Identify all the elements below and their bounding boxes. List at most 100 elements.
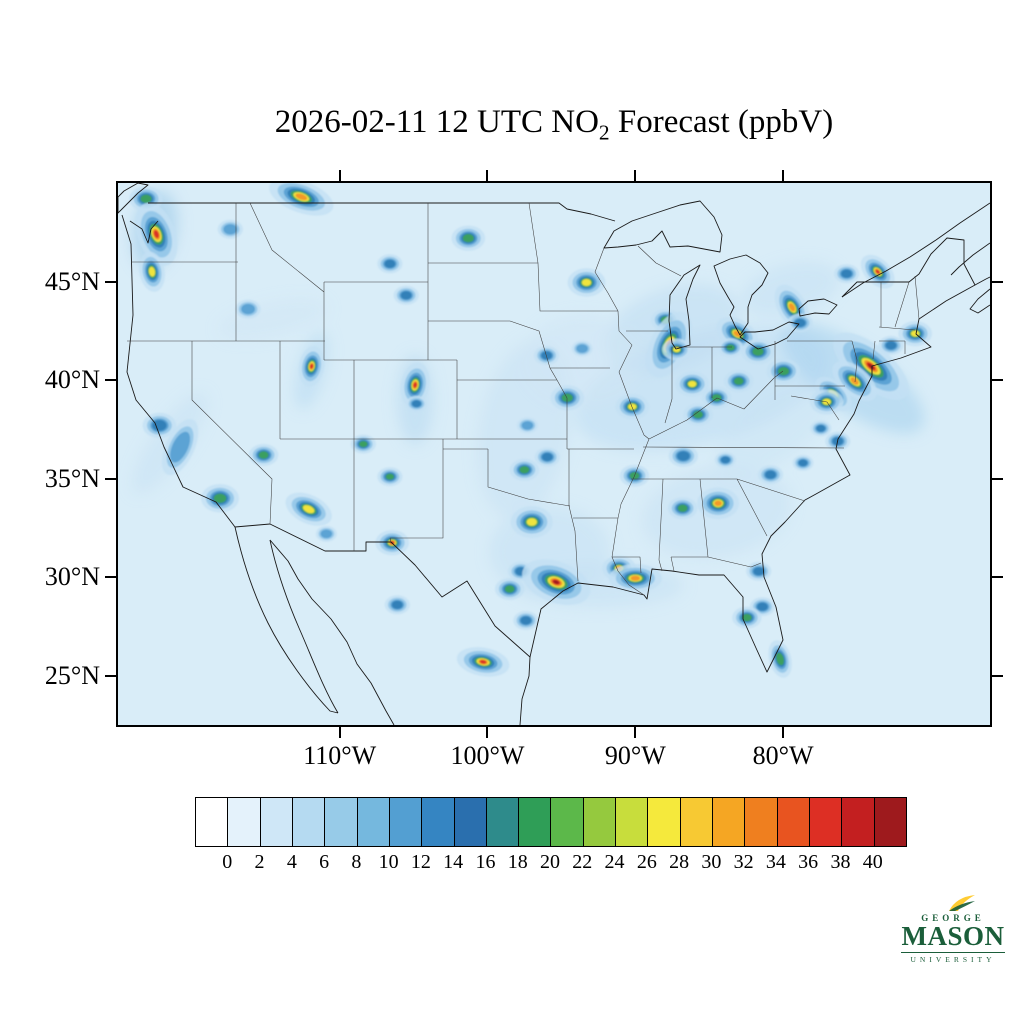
gmu-leaf-icon (949, 895, 975, 911)
axis-tick (105, 576, 117, 579)
axis-tick (991, 280, 1003, 283)
lat-tick-label: 40°N (44, 365, 100, 395)
coastline-path (121, 214, 976, 673)
colorbar-tick-label: 40 (862, 851, 883, 873)
lon-tick-label: 110°W (303, 741, 377, 770)
no2-hotspot (885, 341, 897, 350)
title-suffix: Forecast (ppbV) (609, 104, 834, 140)
axis-tick (105, 477, 117, 480)
no2-hotspot (520, 616, 532, 625)
lat-tick-label: 45°N (44, 266, 100, 296)
colorbar-tick-label: 14 (443, 851, 464, 873)
lake-ontario-path (798, 298, 838, 317)
axis-tick (338, 726, 341, 738)
no2-hotspot (391, 600, 403, 609)
lat-tick-label: 35°N (44, 463, 100, 493)
no2-hotspot (258, 451, 269, 459)
colorbar-cell (842, 798, 875, 846)
no2-hotspot (295, 193, 308, 201)
lake-erie-path (739, 321, 800, 350)
axis-tick (486, 170, 489, 182)
vancouver-island-path (118, 183, 159, 244)
colorbar-cell (874, 798, 906, 846)
lat-tick-label: 30°N (44, 562, 100, 592)
colorbar-tick-label: 36 (798, 851, 819, 873)
no2-hotspot (841, 269, 852, 278)
axis-tick (782, 726, 785, 738)
lake-michigan-path (668, 264, 701, 350)
no2-hotspot (714, 500, 722, 507)
colorbar-tick-label: 6 (319, 851, 330, 873)
maritimes-coast-path (950, 242, 990, 314)
no2-hotspot (711, 394, 722, 402)
no2-forecast-map (118, 183, 990, 725)
no2-hotspot (302, 505, 315, 514)
no2-hotspot (412, 400, 421, 408)
no2-hotspot (479, 660, 487, 664)
no2-hotspot (630, 575, 641, 581)
no2-hotspot (385, 473, 395, 480)
lon-tick-label: 80°W (752, 741, 814, 770)
axis-tick (486, 726, 489, 738)
no2-hotspot (765, 470, 776, 479)
no2-hotspot (148, 266, 156, 277)
no2-hotspot (777, 367, 790, 376)
colorbar-cell (260, 798, 293, 846)
no2-hotspot (140, 194, 152, 203)
no2-hotspot (875, 269, 880, 274)
no2-hotspot-layer (129, 183, 932, 678)
no2-hotspot (223, 224, 238, 235)
no2-hotspot (753, 567, 765, 576)
lon-tick-label: 100°W (450, 741, 525, 770)
no2-hotspot (320, 529, 333, 539)
colorbar-cell (809, 798, 843, 846)
colorbar-cell (713, 798, 746, 846)
no2-hotspot (776, 652, 785, 666)
colorbar-cell (680, 798, 713, 846)
axis-tick (338, 170, 341, 182)
gmu-logo: GEORGE MASON UNIVERSITY (901, 894, 1005, 964)
no2-hotspot (581, 279, 592, 286)
axis-tick (105, 280, 117, 283)
no2-hotspot (673, 346, 681, 353)
title-subscript: 2 (598, 120, 610, 145)
colorbar-tick-label: 10 (378, 851, 399, 873)
no2-hotspot (384, 259, 396, 268)
no2-hotspot (850, 377, 859, 385)
colorbar-tick-label: 30 (701, 851, 722, 873)
axis-tick (782, 170, 785, 182)
colorbar-tick-label: 16 (475, 851, 496, 873)
no2-hotspot (504, 585, 515, 593)
no2-hotspot (541, 452, 553, 462)
colorbar-tick-label: 32 (733, 851, 754, 873)
title-prefix: 2026-02-11 12 UTC NO (274, 104, 599, 140)
axis-tick (634, 170, 637, 182)
no2-hotspot (794, 318, 806, 327)
no2-hotspot (816, 425, 826, 432)
lake-superior-path (603, 200, 723, 253)
no2-hotspot (359, 441, 368, 448)
baja-california-path (234, 526, 339, 714)
gmu-logo-mason: MASON (901, 921, 1005, 951)
no2-hotspot (688, 380, 697, 388)
no2-hotspot (521, 421, 534, 430)
colorbar-tick-label: 38 (830, 851, 851, 873)
no2-hotspot (561, 393, 573, 402)
no2-hotspot (519, 466, 530, 474)
no2-hotspot (726, 344, 735, 351)
axis-tick (105, 674, 117, 677)
colorbar-cell (357, 798, 390, 846)
no2-hotspot (213, 493, 227, 503)
no2-hotspot (526, 518, 537, 526)
no2-hotspot (153, 230, 159, 239)
colorbar-cell (551, 798, 584, 846)
colorbar-cell (519, 798, 552, 846)
state-borders-path (127, 202, 920, 596)
axis-tick (105, 379, 117, 382)
no2-hotspot (309, 363, 314, 369)
no2-hotspot (733, 330, 742, 337)
lat-tick-label: 25°N (44, 660, 100, 690)
canada-border-path (148, 202, 616, 222)
no2-hotspot (867, 363, 875, 370)
